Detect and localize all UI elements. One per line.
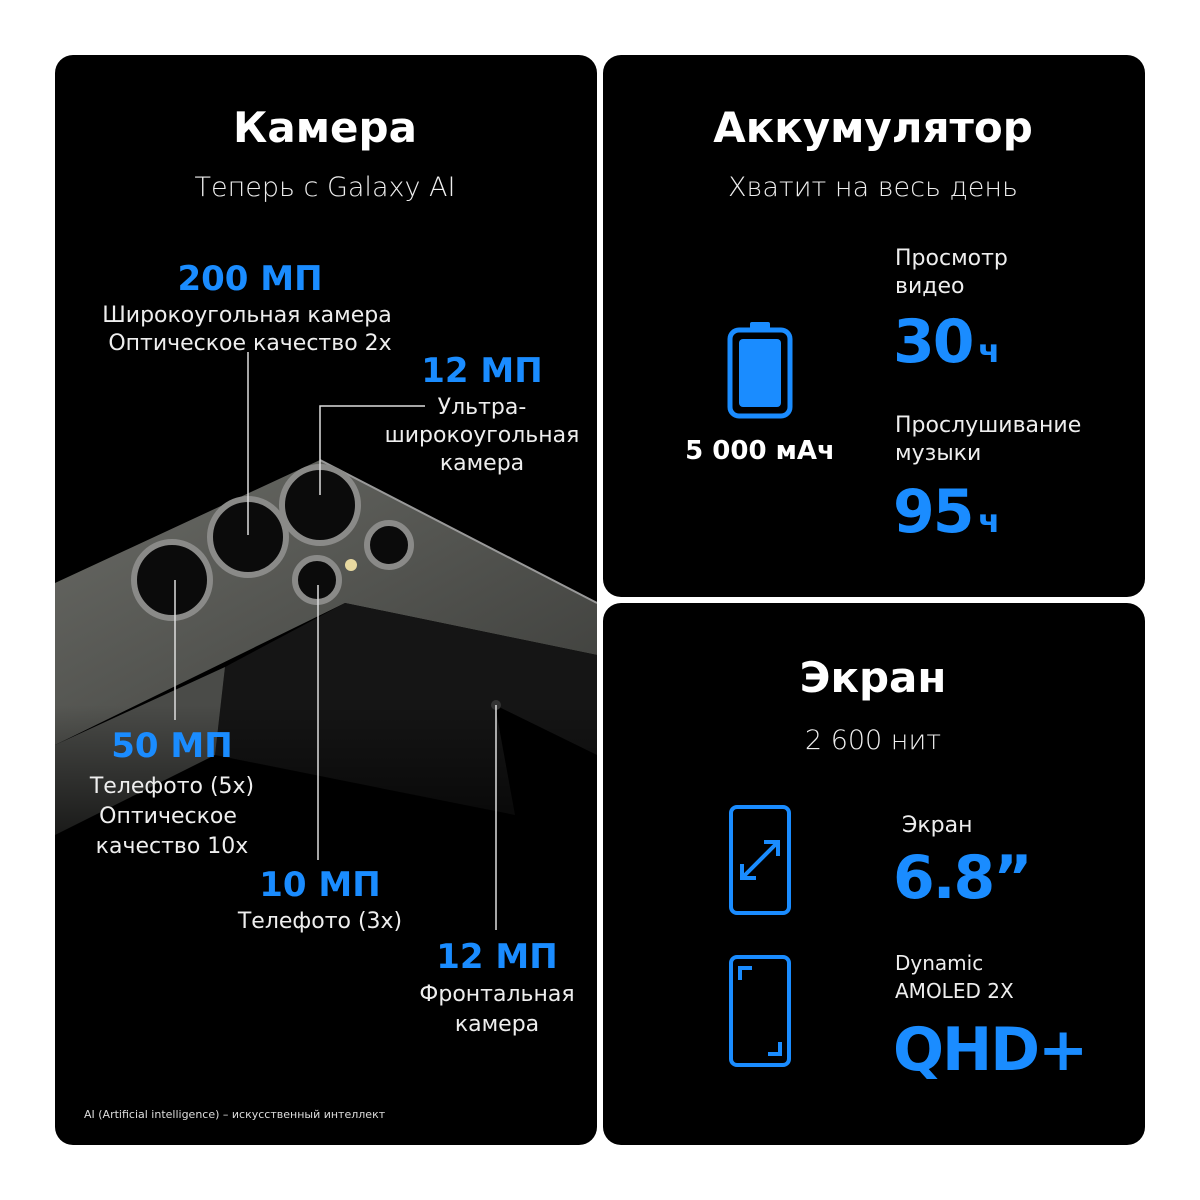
camera-subtitle: Теперь с Galaxy AI xyxy=(194,172,456,203)
video-hours: 30 ч xyxy=(893,312,1000,372)
music-label: Прослушивание xyxy=(895,413,1082,438)
ultrawide-mp: 12 МП xyxy=(421,351,543,391)
footnote: AI (Artificial intelligence) – искусстве… xyxy=(84,1108,386,1121)
camera-lenses xyxy=(131,464,414,621)
phone-diagonal-icon xyxy=(729,805,791,915)
video-value: 30 xyxy=(893,307,974,377)
display-type-label: AMOLED 2X xyxy=(895,979,1014,1003)
display-resolution-value: QHD+ xyxy=(893,1015,1088,1085)
music-value: 95 xyxy=(893,477,974,547)
camera-panel xyxy=(55,55,597,1145)
main-camera-desc: Оптическое качество 2x xyxy=(108,331,392,356)
leader-lines xyxy=(174,352,497,930)
music-label: музыки xyxy=(895,441,982,466)
main-camera-mp: 200 МП xyxy=(177,259,323,299)
tele3-desc: Телефото (3x) xyxy=(237,909,403,934)
front-camera-desc: камера xyxy=(454,1012,540,1037)
phone-image xyxy=(55,352,597,930)
tele3-mp: 10 МП xyxy=(259,865,381,905)
tele5-desc: качество 10x xyxy=(95,834,249,859)
battery-subtitle: Хватит на весь день xyxy=(728,172,1018,203)
ultrawide-desc: камера xyxy=(439,451,525,476)
battery-full-icon xyxy=(727,322,793,419)
screen-panel xyxy=(603,603,1145,1145)
camera-title: Камера xyxy=(233,103,417,152)
screen-size-value: 6.8” xyxy=(893,843,1033,913)
battery-title: Аккумулятор xyxy=(713,103,1033,152)
music-hours: 95 ч xyxy=(893,482,1000,542)
video-unit: ч xyxy=(978,332,1001,370)
screen-size-label: Экран xyxy=(902,813,973,838)
tele5-desc: Телефото (5x) xyxy=(89,774,255,799)
battery-capacity: 5 000 мАч xyxy=(685,436,835,466)
video-label: Просмотр xyxy=(895,246,1008,271)
screen-subtitle: 2 600 нит xyxy=(804,725,942,756)
main-camera-desc: Широкоугольная камера xyxy=(102,303,392,328)
tele5-desc: Оптическое xyxy=(99,804,237,829)
phone-corners-icon xyxy=(729,955,791,1067)
display-type-label: Dynamic xyxy=(895,951,984,975)
front-camera-mp: 12 МП xyxy=(436,937,558,977)
video-label: видео xyxy=(895,274,965,299)
screen-title: Экран xyxy=(799,653,947,702)
front-camera-desc: Фронтальная xyxy=(419,982,575,1007)
ultrawide-desc: широкоугольная xyxy=(384,423,580,448)
tele5-mp: 50 МП xyxy=(111,726,233,766)
battery-panel xyxy=(603,55,1145,597)
ultrawide-desc: Ультра- xyxy=(437,395,527,420)
music-unit: ч xyxy=(978,502,1001,540)
